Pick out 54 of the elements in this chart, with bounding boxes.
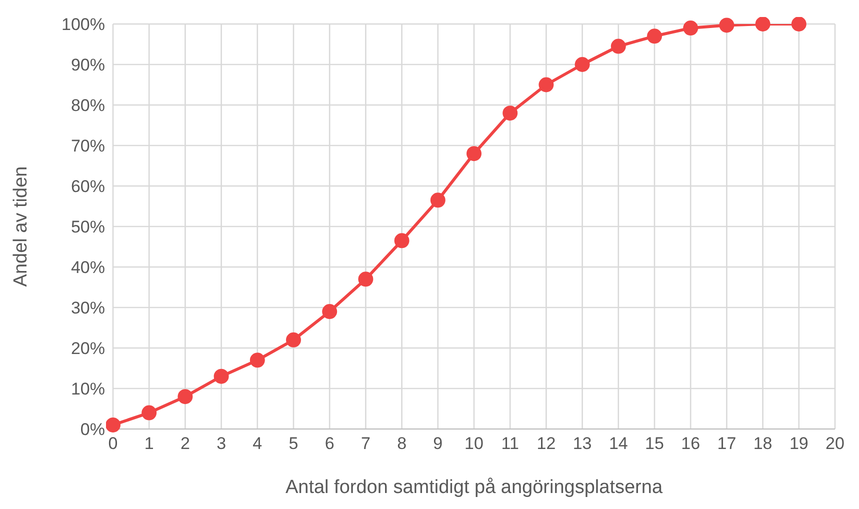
point [322, 304, 338, 320]
x-tick-label: 16 [681, 434, 700, 454]
point [358, 272, 374, 287]
y-axis-title: Andel av tiden [10, 166, 32, 287]
x-tick-label: 17 [717, 434, 736, 454]
point [683, 20, 698, 36]
point [286, 332, 301, 348]
point [755, 17, 770, 32]
x-tick-label: 14 [608, 434, 628, 454]
x-tick-label: 5 [288, 434, 298, 454]
point [430, 192, 446, 208]
x-tick-label: 18 [753, 434, 772, 454]
point [610, 38, 626, 54]
point [214, 368, 229, 384]
point [574, 57, 590, 72]
y-tick-label: 80% [70, 96, 105, 116]
point [142, 405, 157, 420]
point [502, 106, 518, 121]
y-tick-label: 50% [70, 218, 105, 237]
point [250, 352, 265, 368]
y-tick-label: 0% [80, 420, 105, 440]
x-tick-label: 6 [324, 434, 334, 454]
x-tick-label: 10 [464, 434, 484, 454]
point [538, 77, 554, 92]
y-tick-label: 40% [70, 258, 105, 278]
y-tick-label: 20% [70, 339, 105, 358]
y-tick-label: 90% [70, 56, 105, 75]
point [178, 389, 193, 404]
x-axis-title: Antal fordon samtidigt på angöringsplatserna [285, 477, 663, 498]
x-tick-label: 20 [826, 434, 844, 454]
x-tick-label: 7 [360, 434, 370, 454]
point [719, 18, 734, 33]
x-tick-label: 9 [433, 434, 443, 454]
point [394, 233, 410, 248]
x-tick-label: 0 [108, 434, 118, 454]
x-tick-label: 8 [397, 434, 407, 454]
x-tick-label: 11 [501, 434, 519, 454]
x-tick-label: 13 [572, 434, 592, 454]
y-tick-label: 30% [70, 298, 105, 318]
y-tick-label: 10% [70, 380, 105, 399]
x-tick-label: 4 [252, 434, 262, 454]
x-tick-label: 15 [645, 434, 664, 454]
y-tick-label: 60% [70, 177, 105, 196]
x-tick-label: 19 [789, 434, 808, 454]
y-tick-label: 70% [70, 136, 105, 156]
point [106, 417, 120, 432]
point [466, 146, 482, 162]
point [647, 28, 662, 44]
x-tick-label: 2 [180, 434, 190, 454]
y-tick-label: 100% [62, 15, 105, 34]
x-tick-label: 12 [536, 434, 556, 454]
x-tick-label: 3 [216, 434, 226, 454]
point [791, 17, 806, 32]
x-tick-label: 1 [144, 434, 154, 454]
